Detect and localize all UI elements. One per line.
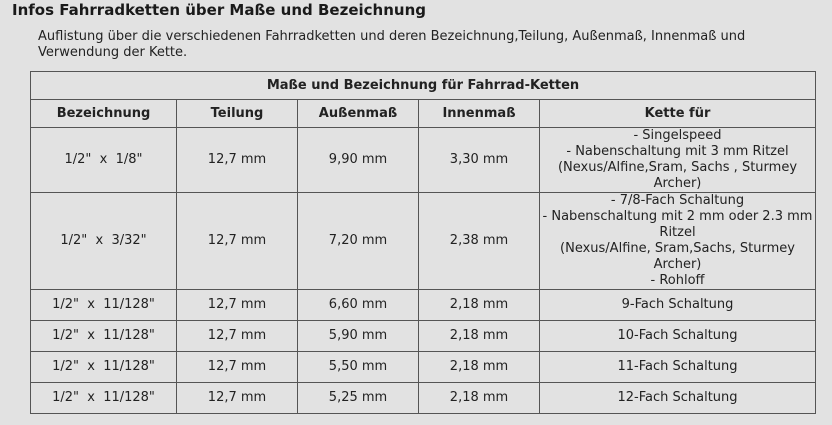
header-aussenmass: Außenmaß bbox=[297, 99, 419, 128]
cell-innenmass: 2,38 mm bbox=[418, 192, 540, 290]
cell-teilung: 12,7 mm bbox=[176, 192, 298, 290]
cell-teilung: 12,7 mm bbox=[176, 289, 298, 321]
cell-teilung: 12,7 mm bbox=[176, 382, 298, 414]
cell-bezeichnung: 1/2" x 3/32" bbox=[30, 192, 177, 290]
cell-teilung: 12,7 mm bbox=[176, 127, 298, 193]
page-title: Infos Fahrradketten über Maße und Bezeic… bbox=[12, 1, 426, 19]
cell-innenmass: 2,18 mm bbox=[418, 382, 540, 414]
cell-kette-fuer: 9-Fach Schaltung bbox=[539, 289, 816, 321]
use-line: - 7/8-Fach Schaltung bbox=[610, 193, 745, 208]
cell-innenmass: 2,18 mm bbox=[418, 289, 540, 321]
table-caption: Maße und Bezeichnung für Fahrrad-Ketten bbox=[30, 71, 816, 100]
cell-bezeichnung: 1/2" x 11/128" bbox=[30, 351, 177, 383]
use-line: (Nexus/Alfine,Sram, Sachs , Sturmey bbox=[557, 160, 798, 175]
use-line: - Nabenschaltung mit 2 mm oder 2.3 mm bbox=[542, 209, 813, 224]
cell-innenmass: 3,30 mm bbox=[418, 127, 540, 193]
cell-innenmass: 2,18 mm bbox=[418, 351, 540, 383]
cell-aussenmass: 6,60 mm bbox=[297, 289, 419, 321]
cell-kette-fuer: 11-Fach Schaltung bbox=[539, 351, 816, 383]
cell-kette-fuer: 12-Fach Schaltung bbox=[539, 382, 816, 414]
cell-kette-fuer: 10-Fach Schaltung bbox=[539, 320, 816, 352]
use-line: Archer) bbox=[653, 176, 702, 191]
header-bezeichnung: Bezeichnung bbox=[30, 99, 177, 128]
intro-text: Auflistung über die verschiedenen Fahrra… bbox=[38, 29, 746, 60]
header-teilung: Teilung bbox=[176, 99, 298, 128]
cell-bezeichnung: 1/2" x 11/128" bbox=[30, 320, 177, 352]
cell-teilung: 12,7 mm bbox=[176, 320, 298, 352]
use-line: - Singelspeed bbox=[633, 128, 722, 143]
cell-aussenmass: 9,90 mm bbox=[297, 127, 419, 193]
table-row: 1/2" x 11/128" 12,7 mm 5,25 mm 2,18 mm 1… bbox=[30, 382, 816, 414]
use-line: Ritzel bbox=[659, 225, 696, 240]
table-caption-row: Maße und Bezeichnung für Fahrrad-Ketten bbox=[30, 71, 816, 100]
use-line: - Rohloff bbox=[650, 273, 705, 288]
use-line: - Nabenschaltung mit 3 mm Ritzel bbox=[566, 144, 789, 159]
cell-innenmass: 2,18 mm bbox=[418, 320, 540, 352]
cell-aussenmass: 5,25 mm bbox=[297, 382, 419, 414]
cell-aussenmass: 7,20 mm bbox=[297, 192, 419, 290]
cell-teilung: 12,7 mm bbox=[176, 351, 298, 383]
cell-bezeichnung: 1/2" x 1/8" bbox=[30, 127, 177, 193]
table-row: 1/2" x 3/32" 12,7 mm 7,20 mm 2,38 mm - 7… bbox=[30, 192, 816, 290]
table-row: 1/2" x 11/128" 12,7 mm 6,60 mm 2,18 mm 9… bbox=[30, 289, 816, 321]
header-kette-fuer: Kette für bbox=[539, 99, 816, 128]
cell-aussenmass: 5,90 mm bbox=[297, 320, 419, 352]
chain-table: Maße und Bezeichnung für Fahrrad-Ketten … bbox=[30, 71, 816, 414]
header-innenmass: Innenmaß bbox=[418, 99, 540, 128]
cell-kette-fuer: - 7/8-Fach Schaltung - Nabenschaltung mi… bbox=[539, 192, 816, 290]
table-row: 1/2" x 11/128" 12,7 mm 5,90 mm 2,18 mm 1… bbox=[30, 320, 816, 352]
cell-kette-fuer: - Singelspeed - Nabenschaltung mit 3 mm … bbox=[539, 127, 816, 193]
table-header-row: Bezeichnung Teilung Außenmaß Innenmaß Ke… bbox=[30, 99, 816, 128]
cell-aussenmass: 5,50 mm bbox=[297, 351, 419, 383]
use-line: (Nexus/Alfine, Sram,Sachs, Sturmey bbox=[560, 241, 795, 256]
use-line: Archer) bbox=[653, 257, 702, 272]
table-row: 1/2" x 11/128" 12,7 mm 5,50 mm 2,18 mm 1… bbox=[30, 351, 816, 383]
cell-bezeichnung: 1/2" x 11/128" bbox=[30, 382, 177, 414]
cell-bezeichnung: 1/2" x 11/128" bbox=[30, 289, 177, 321]
table-row: 1/2" x 1/8" 12,7 mm 9,90 mm 3,30 mm - Si… bbox=[30, 127, 816, 193]
